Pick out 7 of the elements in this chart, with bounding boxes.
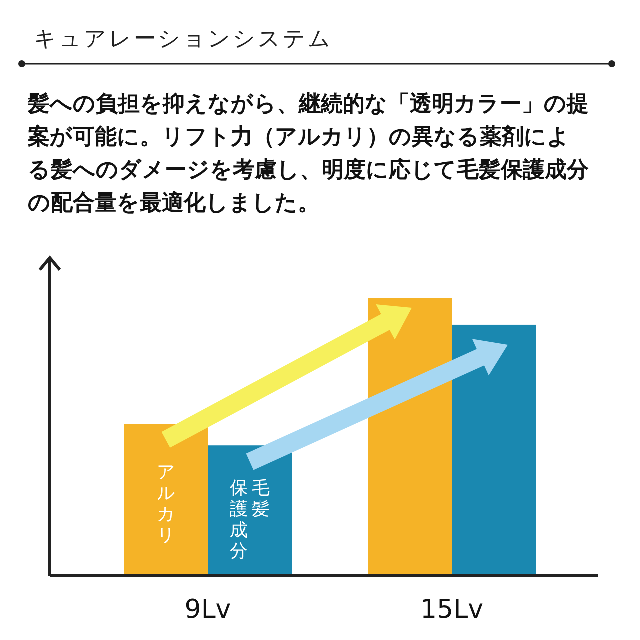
bar — [452, 324, 536, 576]
x-tick-label: 9Lv — [184, 595, 232, 625]
chart-title: キュアレーションシステム — [34, 27, 333, 52]
series-label: 毛髪保護成分 — [230, 478, 270, 562]
chart-subtitle: 髪への負担を抑えながら、継続的な「透明カラー」の提案が可能に。リフト力（アルカリ）の異なる薬剤による髪へのダメージを考慮し、明度に応じて毛髪保護成分の配合量を最適化しました。 — [28, 91, 590, 218]
x-tick-label: 15Lv — [420, 595, 484, 625]
series-label: アルカリ — [157, 462, 175, 546]
